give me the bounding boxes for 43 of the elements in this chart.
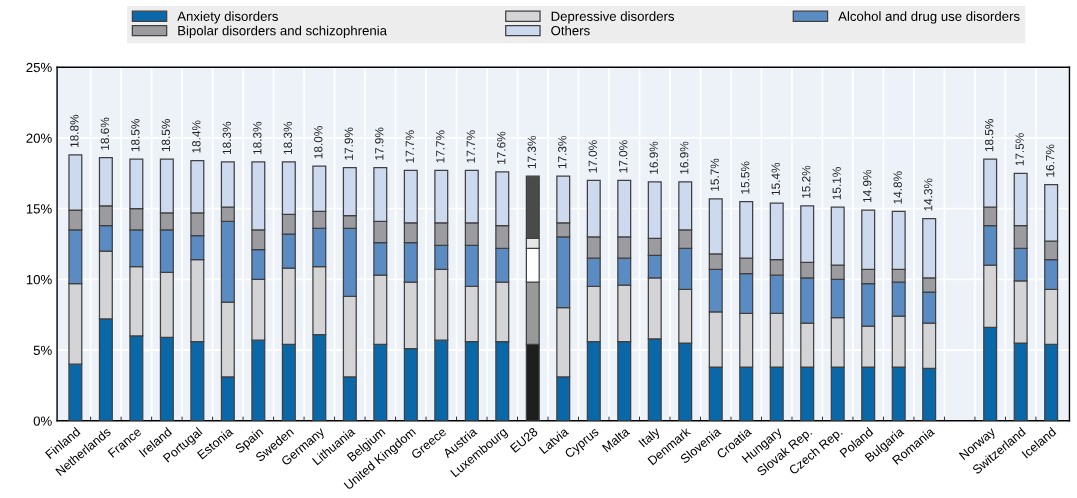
total-label: 18.4% — [192, 120, 201, 153]
total-label: 17.5% — [1015, 133, 1024, 166]
total-label: 14.8% — [893, 171, 902, 204]
total-label: 18.8% — [70, 114, 79, 147]
total-label: 18.3% — [283, 121, 292, 155]
legend-label: Anxiety disorders — [177, 11, 278, 24]
total-label: 16.9% — [649, 141, 658, 174]
total-label: 14.9% — [863, 169, 872, 203]
total-label: 16.7% — [1045, 144, 1055, 177]
total-label: 14.3% — [924, 178, 933, 211]
y-tick-label: 25% — [26, 62, 52, 73]
legend-label: Bipolar disorders and schizophrenia — [178, 25, 387, 38]
total-label: 15.1% — [832, 167, 841, 200]
y-tick-label: 10% — [26, 274, 52, 285]
total-label: 17.7% — [436, 130, 445, 163]
total-label: 17.6% — [497, 131, 506, 164]
y-tick-label: 5% — [33, 345, 52, 355]
total-label: 18.5% — [161, 119, 171, 152]
total-label: 18.5% — [984, 119, 994, 152]
y-tick-label: 15% — [26, 204, 52, 214]
total-label: 15.7% — [710, 158, 719, 191]
total-label: 17.7% — [466, 130, 475, 163]
total-label: 16.9% — [680, 141, 689, 174]
total-label: 18.3% — [222, 121, 232, 155]
legend-label: Depressive disorders — [551, 11, 675, 24]
total-label: 17.0% — [619, 140, 628, 173]
y-tick-label: 20% — [26, 133, 52, 143]
total-label: 15.5% — [741, 161, 750, 194]
total-label: 18.5% — [131, 119, 140, 152]
total-label: 17.9% — [375, 127, 384, 160]
total-label: 17.0% — [588, 140, 597, 173]
total-label: 18.0% — [314, 126, 323, 159]
legend-label: Others — [551, 25, 590, 36]
total-label: 18.3% — [253, 121, 262, 155]
total-label: 18.6% — [100, 117, 110, 150]
legend-label: Alcohol and drug use disorders — [838, 11, 1020, 24]
y-tick-label: 0% — [33, 416, 52, 426]
total-label: 17.9% — [344, 127, 353, 160]
total-label: 17.3% — [558, 136, 567, 169]
total-label: 15.4% — [771, 162, 780, 196]
total-label: 17.3% — [527, 136, 536, 169]
total-label: 15.2% — [802, 165, 811, 198]
total-label: 17.7% — [405, 130, 414, 163]
